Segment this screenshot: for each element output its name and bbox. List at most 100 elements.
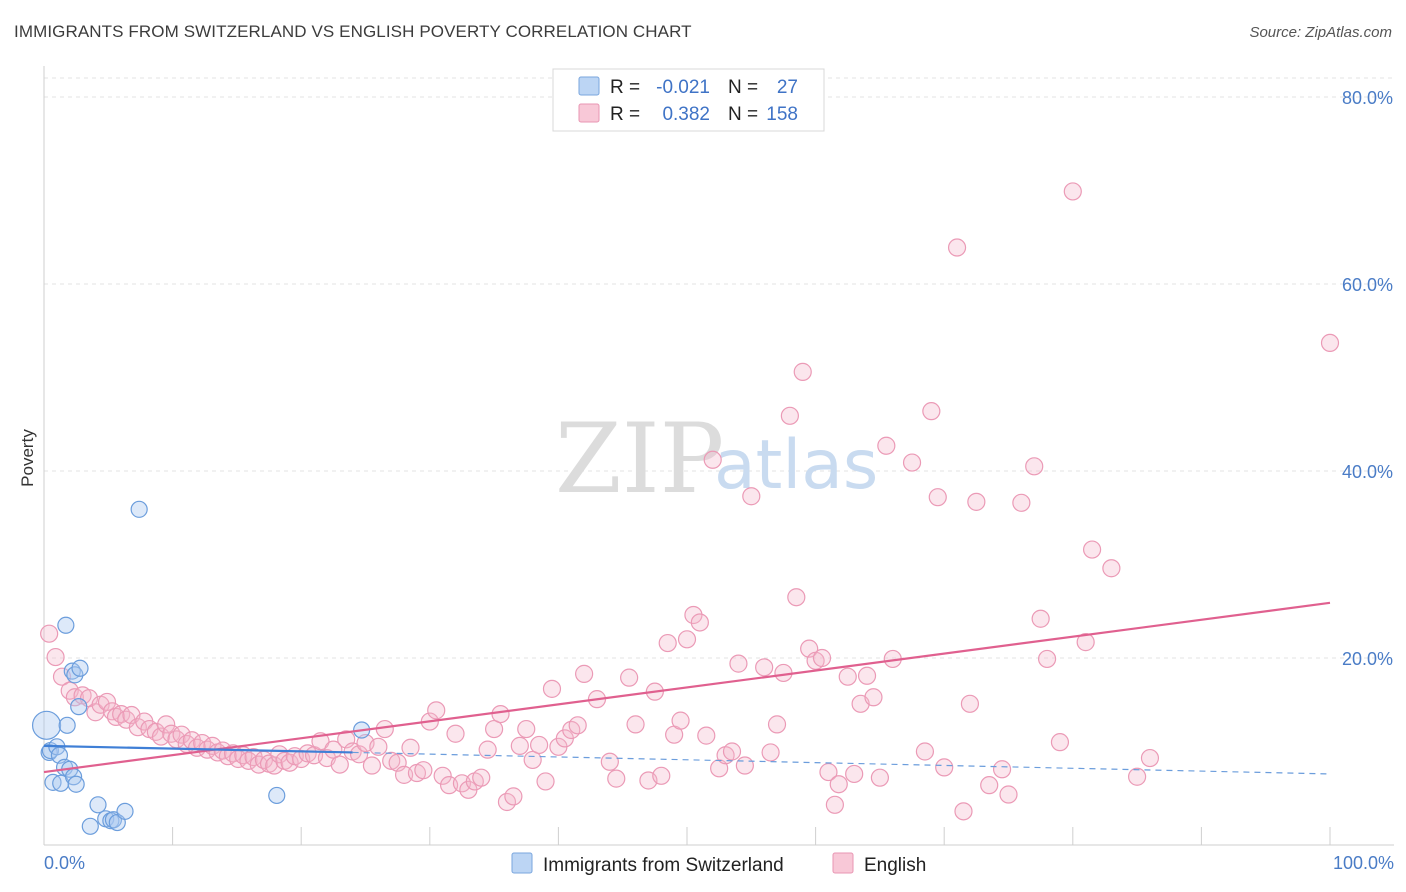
english-point-99 [658,633,677,653]
switzerland-points [31,500,371,835]
y-tick-label-20: 20.0% [1342,649,1393,669]
axes [43,66,1394,846]
english-point-58 [369,737,388,756]
english-point-60 [382,751,401,770]
switzerland-point-16 [71,659,89,677]
english-point-103 [684,605,703,625]
english-point-82 [523,750,542,770]
english-point-68 [433,766,452,785]
english-point-136 [922,402,941,421]
y-tick-label-80: 80.0% [1342,88,1393,108]
english-point-137 [928,488,947,507]
english-point-2 [52,667,72,686]
y-tick-labels: 20.0% 40.0% 60.0% 80.0% [1342,88,1393,669]
english-point-109 [722,742,742,761]
gridlines [44,77,1394,659]
english-point-110 [729,654,748,673]
bottom-legend: Immigrants from Switzerland English [511,852,926,876]
english-point-147 [1025,457,1044,476]
english-point-125 [829,775,848,794]
english-point-105 [697,726,716,745]
english-point-150 [1050,733,1070,752]
english-point-149 [1037,649,1057,669]
bottom-legend-swatch-english [832,852,854,874]
english-point-47 [298,744,317,763]
switzerland-point-0 [31,710,62,740]
english-point-41 [265,756,284,775]
watermark-atlas: atlas [714,426,878,505]
english-point-75 [478,740,497,759]
english-point-155 [1127,767,1147,786]
english-point-152 [1076,633,1095,652]
switzerland-trendline [43,744,353,754]
english-point-142 [967,492,986,511]
english-point-115 [767,715,787,734]
english-point-156 [1140,748,1160,768]
switzerland-point-18 [89,796,107,814]
english-point-95 [626,715,645,734]
english-point-83 [530,735,549,755]
english-point-138 [935,758,954,777]
english-trendline [43,601,1331,774]
legend-r-value-2: 0.382 [662,104,710,125]
english-point-76 [485,719,504,739]
switzerland-point-15 [70,698,88,716]
english-point-107 [710,759,729,778]
trendlines [43,601,1331,775]
english-point-145 [999,785,1018,804]
y-axis-label: Poverty [18,429,37,487]
english-point-134 [902,453,922,472]
english-point-9 [97,692,117,712]
english-point-51 [324,740,343,759]
english-point-106 [703,450,722,469]
english-point-130 [864,688,883,707]
english-point-146 [1012,493,1031,512]
legend-n-value-2: 158 [766,104,798,125]
english-point-135 [915,742,935,761]
english-point-79 [504,787,523,806]
switzerland-point-25 [268,786,286,805]
english-point-113 [755,658,774,677]
english-point-23 [172,725,191,744]
english-point-139 [947,238,967,257]
english-point-101 [671,711,690,730]
english-point-119 [793,362,812,381]
switzerland-point-17 [81,817,99,835]
english-point-129 [857,666,877,685]
switzerland-point-24 [130,500,148,518]
english-point-57 [362,756,382,775]
legend-r-label-1: R = [610,77,640,98]
english-point-117 [780,406,799,425]
english-point-127 [845,764,864,784]
english-point-92 [600,752,619,771]
english-point-157 [1320,333,1340,353]
switzerland-point-14 [67,775,85,793]
english-point-111 [735,756,754,775]
english-point-141 [960,694,980,713]
english-point-89 [568,716,587,735]
x-tick-marks [43,827,1331,845]
english-point-131 [870,768,890,787]
legend-r-value-1: -0.021 [656,77,710,98]
english-point-144 [992,760,1012,779]
english-point-67 [427,701,446,720]
source-label: Source: ZipAtlas.com [1249,24,1392,41]
bottom-legend-swatch-switzerland [511,852,533,874]
english-point-114 [761,743,780,762]
legend-n-label-1: N = [728,77,758,98]
english-point-126 [838,667,857,686]
english-point-123 [819,762,838,782]
english-point-1 [46,647,65,667]
english-point-132 [877,436,896,455]
english-point-148 [1031,609,1050,628]
english-point-55 [349,745,369,764]
watermark-zip: ZIP [555,403,724,515]
legend-box: R = -0.021 N = 27 R = 0.382 N = 158 [552,68,825,132]
legend-swatch-pink [578,103,600,123]
bottom-legend-label-switzerland: Immigrants from Switzerland [543,855,784,876]
english-point-124 [825,795,844,814]
english-point-11 [106,707,126,727]
english-point-63 [401,738,420,757]
legend-r-label-2: R = [610,104,640,125]
